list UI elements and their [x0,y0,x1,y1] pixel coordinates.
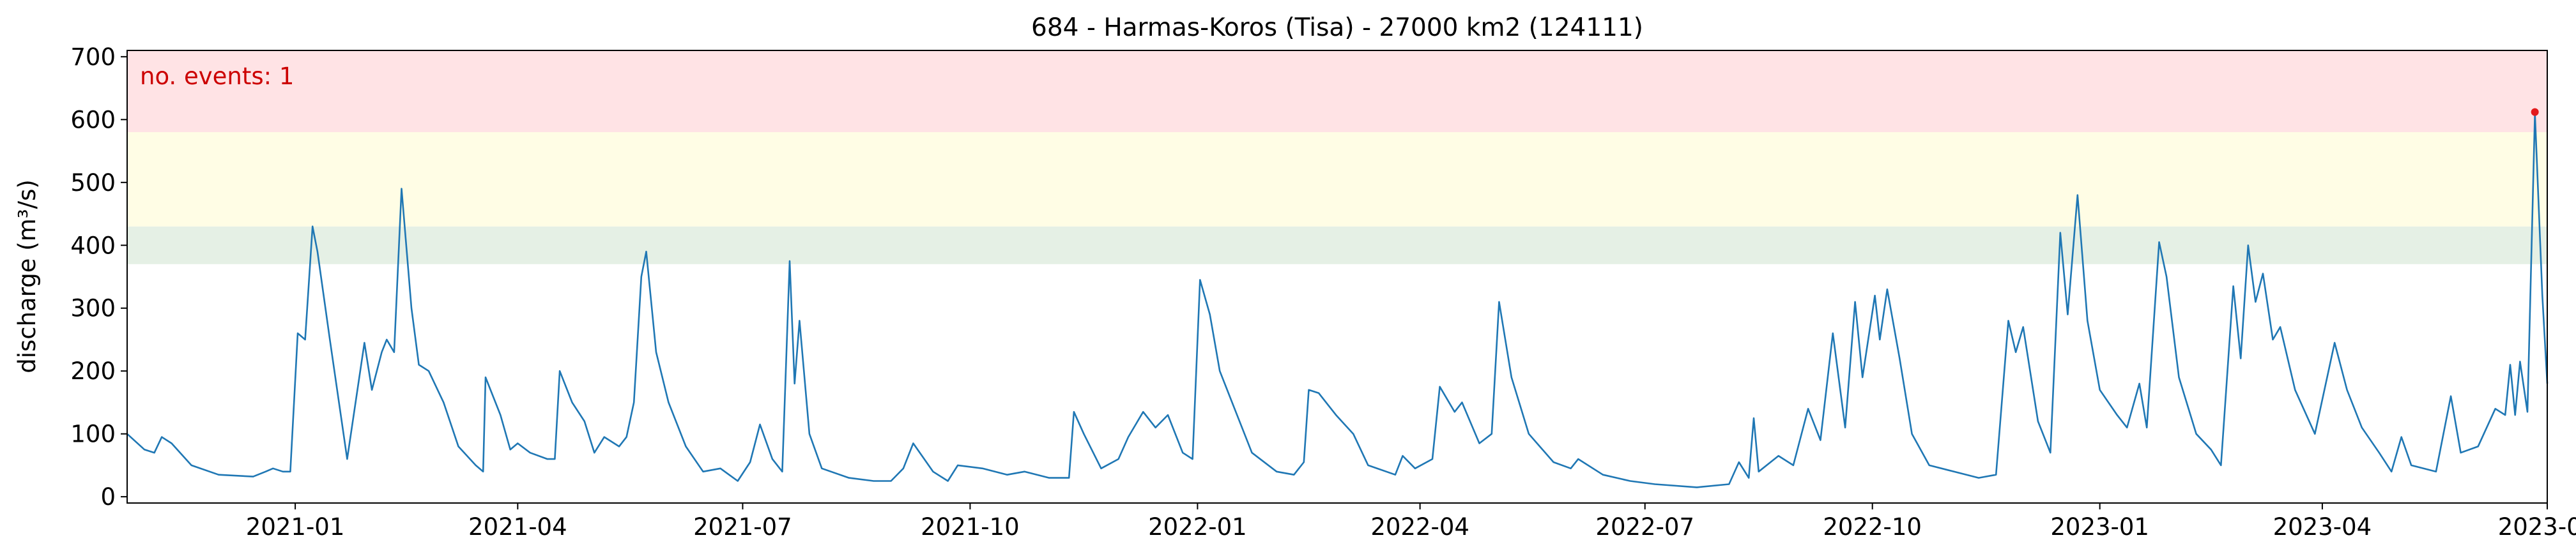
threshold-band [127,50,2547,133]
x-tick-label: 2022-04 [1370,513,1469,541]
x-tick-label: 2021-10 [921,513,1020,541]
y-tick-label: 500 [70,169,116,197]
discharge-line [126,112,2549,488]
x-tick-label: 2023-01 [2050,513,2149,541]
y-tick-label: 700 [70,43,116,71]
x-tick-label: 2021-07 [693,513,792,541]
event-point [2531,108,2539,116]
x-tick-label: 2022-07 [1595,513,1694,541]
chart-title: 684 - Harmas-Koros (Tisa) - 27000 km2 (1… [1031,13,1643,42]
x-tick-label: 2022-10 [1823,513,1922,541]
x-tick-label: 2021-04 [468,513,567,541]
y-tick-label: 300 [70,295,116,322]
y-axis-label: discharge (m³/s) [13,179,41,373]
threshold-band [127,226,2547,264]
y-tick-label: 100 [70,421,116,448]
y-tick-label: 0 [100,483,116,511]
y-tick-label: 600 [70,106,116,133]
y-tick-label: 400 [70,232,116,259]
x-tick-label: 2022-01 [1148,513,1247,541]
plot-frame [126,50,2548,504]
threshold-band [127,132,2547,227]
y-tick-label: 200 [70,357,116,385]
annotation: no. events: 1 [140,63,294,90]
x-tick-label: 2023-04 [2273,513,2372,541]
x-tick-label: 2021-01 [246,513,345,541]
x-tick-label: 2023-07 [2498,513,2576,541]
